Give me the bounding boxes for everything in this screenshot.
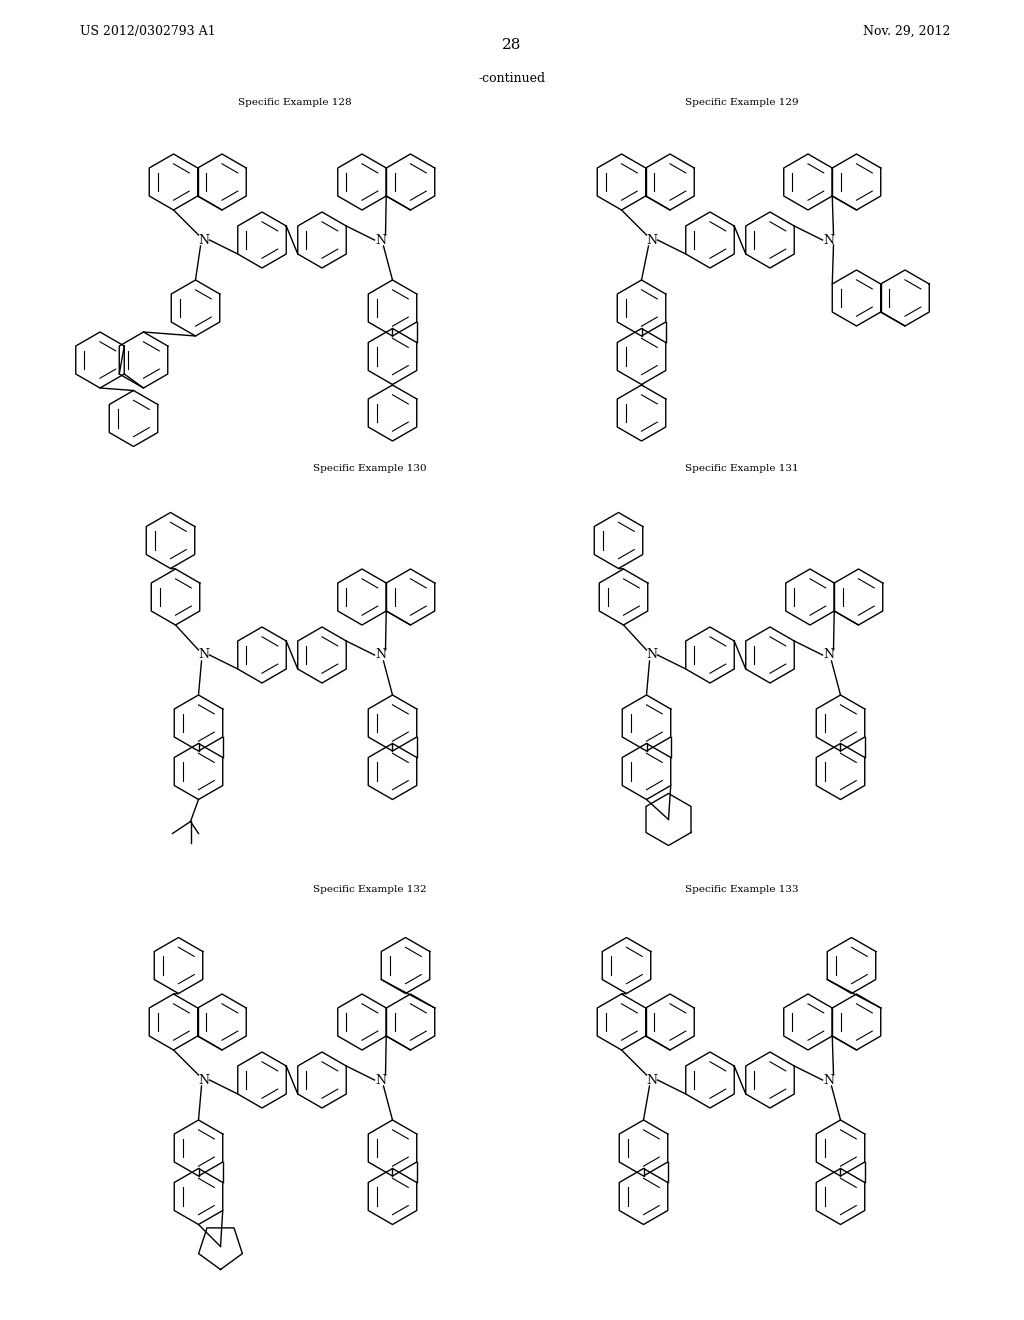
Text: US 2012/0302793 A1: US 2012/0302793 A1 xyxy=(80,25,216,38)
Text: N: N xyxy=(375,234,386,247)
Text: N: N xyxy=(823,648,834,661)
Text: Specific Example 128: Specific Example 128 xyxy=(239,98,352,107)
Text: Specific Example 130: Specific Example 130 xyxy=(313,465,427,473)
Text: Specific Example 133: Specific Example 133 xyxy=(685,884,799,894)
Text: N: N xyxy=(646,234,657,247)
Text: 28: 28 xyxy=(503,38,521,51)
Text: Specific Example 131: Specific Example 131 xyxy=(685,465,799,473)
Text: N: N xyxy=(375,648,386,661)
Text: Nov. 29, 2012: Nov. 29, 2012 xyxy=(862,25,950,38)
Text: N: N xyxy=(198,1073,209,1086)
Text: N: N xyxy=(823,234,834,247)
Text: N: N xyxy=(823,1073,834,1086)
Text: Specific Example 129: Specific Example 129 xyxy=(685,98,799,107)
Text: N: N xyxy=(198,234,209,247)
Text: Specific Example 132: Specific Example 132 xyxy=(313,884,427,894)
Text: N: N xyxy=(646,648,657,661)
Text: N: N xyxy=(646,1073,657,1086)
Text: N: N xyxy=(375,1073,386,1086)
Text: N: N xyxy=(198,648,209,661)
Text: -continued: -continued xyxy=(478,73,546,84)
